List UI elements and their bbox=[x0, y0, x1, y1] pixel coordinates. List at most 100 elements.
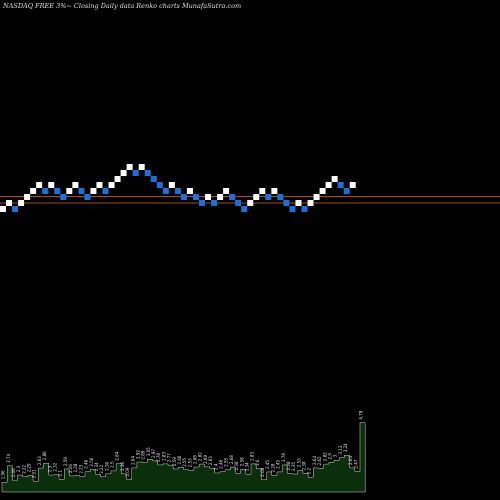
renko-brick-up bbox=[0, 206, 6, 212]
renko-brick-down bbox=[265, 194, 272, 200]
renko-brick-up bbox=[331, 176, 338, 182]
volume-label: 2.78 bbox=[156, 453, 161, 462]
volume-label: 2.68 bbox=[229, 455, 234, 464]
renko-brick-down bbox=[235, 200, 242, 206]
renko-brick-up bbox=[223, 188, 230, 194]
volume-label: 2.64 bbox=[348, 456, 353, 465]
renko-brick-up bbox=[307, 200, 314, 206]
volume-label: 2.5 bbox=[110, 461, 115, 468]
renko-brick-down bbox=[277, 194, 284, 200]
volume-label: 2.2 bbox=[307, 467, 312, 474]
volume-label: 3.24 bbox=[343, 443, 348, 452]
volume-label: 2.58 bbox=[239, 457, 244, 466]
renko-brick-down bbox=[241, 206, 248, 212]
volume-label: 2.89 bbox=[141, 450, 146, 459]
renko-brick-up bbox=[259, 188, 266, 194]
renko-brick-down bbox=[156, 182, 163, 188]
volume-label: 2.68 bbox=[193, 455, 198, 464]
renko-brick-down bbox=[150, 176, 157, 182]
renko-brick-up bbox=[247, 200, 254, 206]
volume-label: 2.83 bbox=[161, 452, 166, 461]
volume-label: 2.38 bbox=[286, 461, 291, 470]
renko-brick-up bbox=[126, 164, 133, 170]
volume-label: 2.92 bbox=[135, 450, 140, 459]
renko-brick-down bbox=[211, 200, 218, 206]
renko-brick-down bbox=[337, 182, 344, 188]
chart-title: NASDAQ FREE 3%~ Closing Daily data Renko… bbox=[2, 2, 241, 10]
volume-label: 2.38 bbox=[302, 461, 307, 470]
volume-label: 2.22 bbox=[21, 464, 26, 473]
volume-label: 2.4 bbox=[213, 463, 218, 470]
volume-label: 2.6 bbox=[255, 459, 260, 466]
volume-label: 2.35 bbox=[291, 462, 296, 471]
volume-label: 2.08 bbox=[260, 467, 265, 476]
volume-label: 2.34 bbox=[244, 462, 249, 471]
volume-label: 3.05 bbox=[146, 447, 151, 456]
renko-brick-up bbox=[186, 188, 193, 194]
renko-brick-up bbox=[114, 176, 121, 182]
volume-label: 2.28 bbox=[270, 463, 275, 472]
volume-label: 2.53 bbox=[187, 458, 192, 467]
volume-label: 2.83 bbox=[250, 452, 255, 461]
renko-brick-down bbox=[42, 188, 49, 194]
renko-brick-down bbox=[301, 206, 308, 212]
renko-brick-up bbox=[313, 194, 320, 200]
volume-label: 3.13 bbox=[338, 445, 343, 454]
volume-label: 2.59 bbox=[63, 457, 68, 466]
renko-brick-down bbox=[180, 194, 187, 200]
volume-label: 1.96 bbox=[1, 470, 6, 479]
renko-brick-down bbox=[54, 188, 61, 194]
volume-label: 2.38 bbox=[234, 461, 239, 470]
renko-brick-up bbox=[96, 182, 103, 188]
renko-brick-down bbox=[198, 200, 205, 206]
volume-label: 2.32 bbox=[52, 462, 57, 471]
renko-brick-up bbox=[120, 170, 127, 176]
volume-label: 2.3 bbox=[47, 465, 52, 472]
renko-brick-down bbox=[132, 170, 139, 176]
renko-brick-up bbox=[217, 194, 224, 200]
volume-label: 2.45 bbox=[265, 460, 270, 469]
renko-brick-up bbox=[30, 188, 37, 194]
volume-label: 2.55 bbox=[224, 457, 229, 466]
volume-label: 2.64 bbox=[130, 456, 135, 465]
volume-label: 2.74 bbox=[6, 453, 11, 462]
volume-label: 2.78 bbox=[281, 453, 286, 462]
renko-brick-up bbox=[66, 188, 73, 194]
renko-brick-down bbox=[144, 170, 151, 176]
volume-label: 2.84 bbox=[115, 451, 120, 460]
renko-brick-down bbox=[84, 194, 91, 200]
volume-label: 3 bbox=[333, 454, 338, 457]
volume-label: 2.23 bbox=[78, 464, 83, 473]
renko-brick-up bbox=[349, 182, 356, 188]
renko-brick-up bbox=[72, 182, 79, 188]
volume-label: 2.97 bbox=[151, 449, 156, 458]
renko-brick-up bbox=[108, 182, 115, 188]
volume-panel: 1.962.742.06 2.3 2.22 2.292.012.632.862.3 2.… bbox=[1, 410, 366, 493]
volume-label: 2.28 bbox=[73, 463, 78, 472]
renko-brick-up bbox=[48, 182, 55, 188]
renko-brick-down bbox=[174, 188, 181, 194]
volume-label: 2.55 bbox=[182, 457, 187, 466]
volume-label: 2.82 bbox=[322, 452, 327, 461]
volume-label: 2.82 bbox=[198, 452, 203, 461]
renko-brick-up bbox=[325, 182, 332, 188]
renko-brick-up bbox=[253, 194, 260, 200]
renko-brick-down bbox=[289, 206, 296, 212]
renko-brick-down bbox=[102, 188, 109, 194]
volume-label: 2.01 bbox=[32, 469, 37, 478]
volume-label: 2.69 bbox=[203, 454, 208, 463]
renko-brick-up bbox=[295, 200, 302, 206]
volume-label: 2.63 bbox=[208, 456, 213, 465]
volume-label: 2.64 bbox=[312, 456, 317, 465]
renko-brick-up bbox=[205, 194, 212, 200]
volume-label: 2.36 bbox=[104, 461, 109, 470]
renko-brick-down bbox=[229, 194, 236, 200]
renko-brick-up bbox=[138, 164, 145, 170]
volume-label: 2.86 bbox=[42, 451, 47, 460]
renko-brick-down bbox=[192, 194, 199, 200]
renko-brick-up bbox=[18, 200, 25, 206]
volume-label: 2.59 bbox=[172, 457, 177, 466]
renko-brick-down bbox=[283, 200, 290, 206]
